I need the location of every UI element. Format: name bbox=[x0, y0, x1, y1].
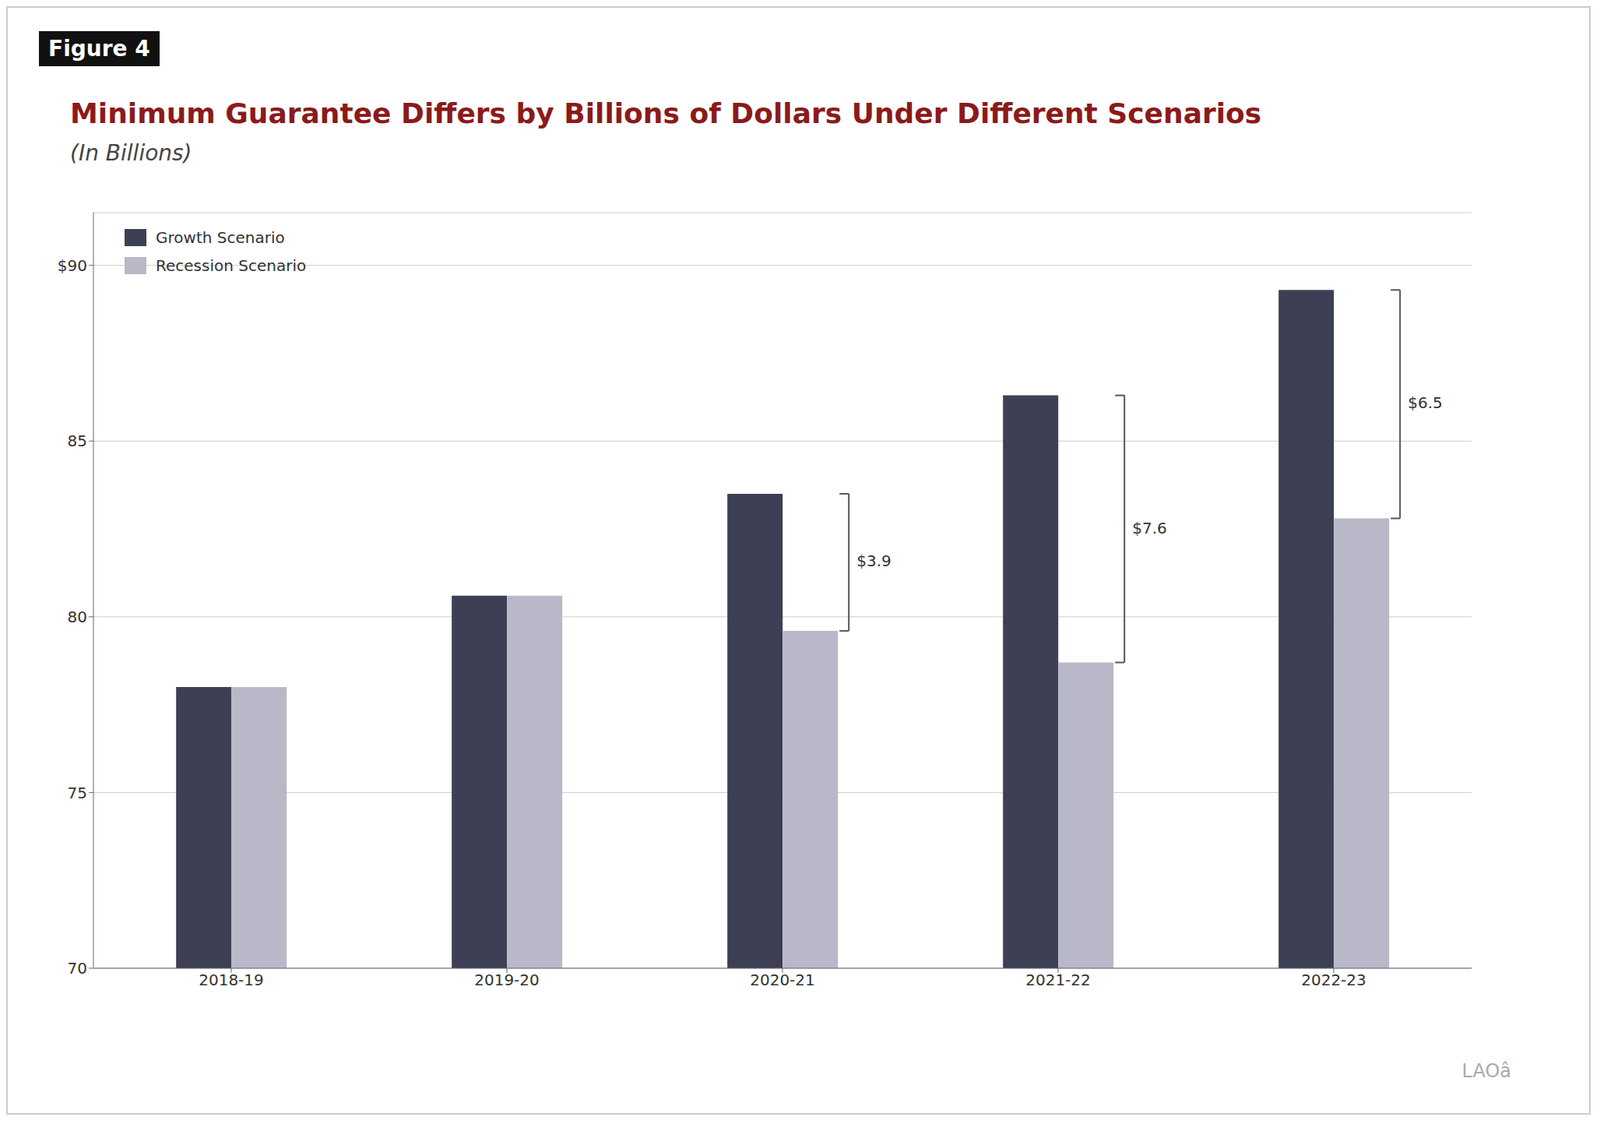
svg-text:75: 75 bbox=[67, 783, 88, 802]
svg-text:2019-20: 2019-20 bbox=[474, 970, 540, 989]
svg-text:80: 80 bbox=[67, 607, 88, 626]
svg-text:2021-22: 2021-22 bbox=[1025, 970, 1091, 989]
html-text:Minimum Guarantee Differs by B: Minimum Guarantee Differs by Billions of… bbox=[70, 97, 1262, 130]
html-text:Recession Scenario: Recession Scenario bbox=[155, 256, 307, 275]
html-text:Growth Scenario: Growth Scenario bbox=[155, 228, 285, 247]
html-text:LAOâ: LAOâ bbox=[1461, 1059, 1512, 1082]
svg-text:85: 85 bbox=[67, 431, 88, 451]
svg-text:$6.5: $6.5 bbox=[1407, 393, 1443, 412]
svg-text:70: 70 bbox=[67, 958, 88, 978]
svg-text:$90: $90 bbox=[57, 256, 88, 275]
svg-text:$3.9: $3.9 bbox=[856, 551, 892, 570]
svg-text:$7.6: $7.6 bbox=[1132, 518, 1168, 538]
html-text:Figure 4: Figure 4 bbox=[48, 35, 151, 62]
svg-text:2022-23: 2022-23 bbox=[1301, 970, 1367, 989]
html-text:(In Billions): (In Billions) bbox=[70, 140, 192, 166]
svg-text:2018-19: 2018-19 bbox=[198, 970, 264, 989]
svg-text:2020-21: 2020-21 bbox=[749, 970, 816, 989]
